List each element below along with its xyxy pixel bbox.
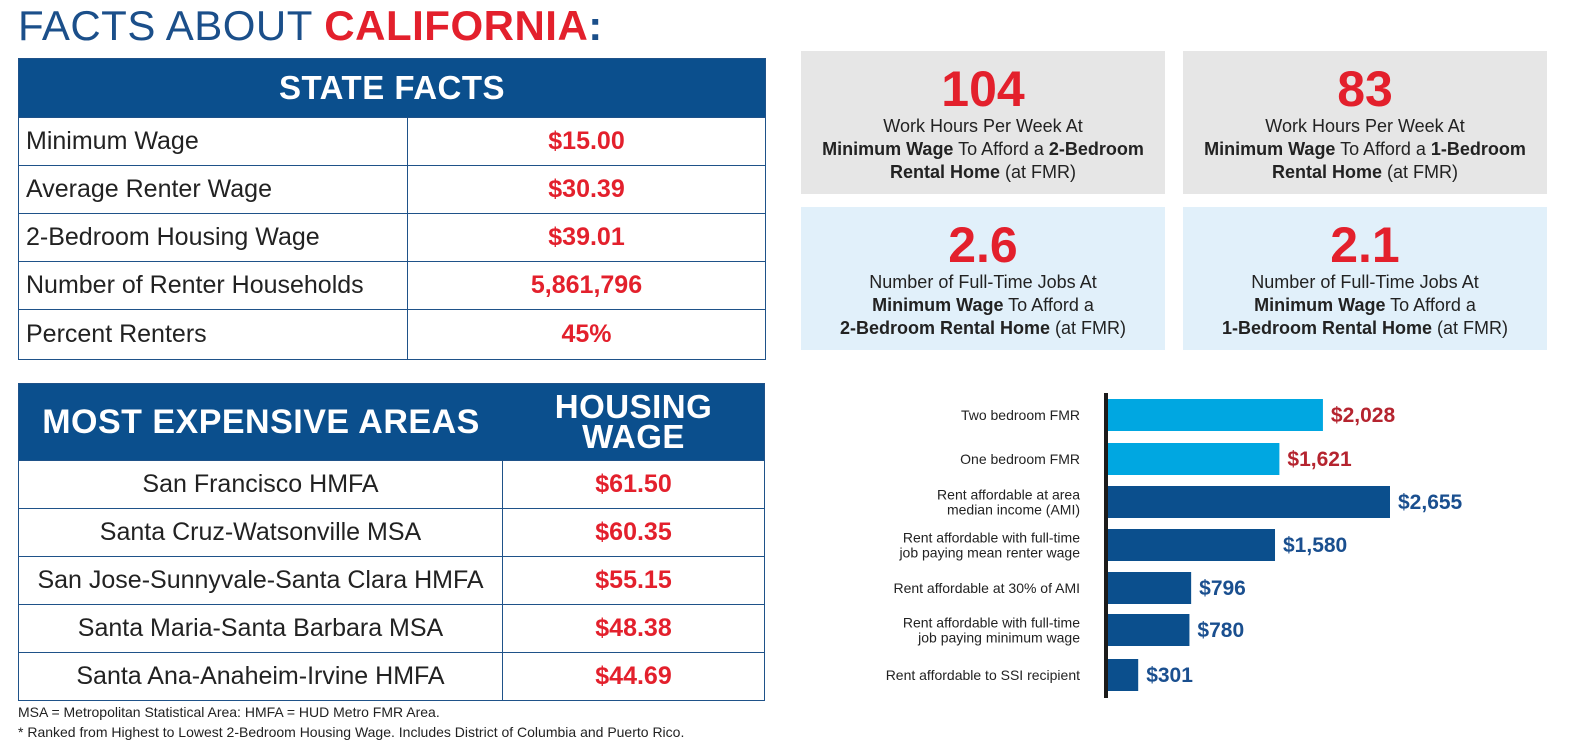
table-row: San Francisco HMFA $61.50	[19, 460, 764, 508]
stat-line-3: 1-Bedroom Rental Home (at FMR)	[1221, 318, 1509, 338]
housing-wage-heading-line1: HOUSING	[554, 388, 713, 425]
row-value: 45%	[561, 320, 612, 348]
chart-bar	[1106, 399, 1323, 431]
title-suffix: :	[588, 2, 603, 49]
rent-comparison-chart: $2,028 Two bedroom FMR $1,621 One bedroom F…	[886, 393, 1463, 698]
area-wage: $48.38	[595, 614, 672, 642]
chart-value-label: $2,028	[1331, 404, 1396, 427]
stat-line-2: Minimum Wage To Afford a 1-Bedroom	[1204, 139, 1526, 159]
stat-line-1: Number of Full-Time Jobs At	[869, 272, 1097, 292]
chart-category-label: One bedroom FMR	[960, 451, 1080, 467]
table-row: Santa Ana-Anaheim-Irvine HMFA $44.69	[19, 652, 764, 700]
table-row: Minimum Wage $15.00	[19, 117, 765, 165]
chart-bar	[1106, 659, 1139, 691]
row-label: Percent Renters	[19, 310, 408, 359]
stat-box-jobs-2br: 2.6 Number of Full-Time Jobs At Minimum …	[801, 207, 1165, 350]
stat-line-2: Minimum Wage To Afford a	[872, 295, 1094, 315]
area-name: San Jose-Sunnyvale-Santa Clara HMFA	[19, 557, 503, 604]
chart-category-label: Rent affordable at 30% of AMI	[893, 580, 1080, 596]
row-value: $15.00	[548, 127, 625, 155]
area-name: San Francisco HMFA	[19, 461, 503, 508]
area-wage: $60.35	[595, 518, 672, 546]
expensive-areas-table: MOST EXPENSIVE AREAS HOUSING WAGE San Fr…	[18, 383, 765, 701]
title-prefix: FACTS ABOUT	[18, 2, 325, 49]
stat-line-1: Work Hours Per Week At	[883, 116, 1083, 136]
housing-wage-heading: HOUSING WAGE	[503, 384, 764, 460]
table-row: Number of Renter Households 5,861,796	[19, 261, 765, 309]
chart-category-label: Rent affordable with full-time	[903, 530, 1080, 546]
housing-wage-heading-line2: WAGE	[582, 418, 685, 455]
state-facts-table: STATE FACTS Minimum Wage $15.00 Average R…	[18, 58, 766, 360]
chart-category-label: Rent affordable at area	[937, 487, 1080, 503]
areas-heading-row: MOST EXPENSIVE AREAS HOUSING WAGE	[19, 384, 764, 460]
stat-box-hours-1br: 83 Work Hours Per Week At Minimum Wage T…	[1183, 51, 1547, 194]
chart-bar	[1106, 529, 1276, 561]
stat-line-2: Minimum Wage To Afford a 2-Bedroom	[822, 139, 1144, 159]
table-row: San Jose-Sunnyvale-Santa Clara HMFA $55.1…	[19, 556, 764, 604]
stat-line-3: Rental Home (at FMR)	[1271, 162, 1459, 182]
table-row: Percent Renters 45%	[19, 309, 765, 359]
area-name: Santa Maria-Santa Barbara MSA	[19, 605, 503, 652]
table-row: 2-Bedroom Housing Wage $39.01	[19, 213, 765, 261]
chart-value-label: $1,621	[1287, 448, 1352, 471]
stat-number: 83	[1337, 61, 1393, 117]
chart-bar	[1106, 443, 1280, 475]
footnote-ranking: * Ranked from Highest to Lowest 2-Bedroo…	[18, 724, 685, 740]
stat-line-1: Number of Full-Time Jobs At	[1251, 272, 1479, 292]
chart-category-label: Rent affordable with full-time	[903, 615, 1080, 631]
chart-category-label: Two bedroom FMR	[961, 407, 1080, 423]
footnote-abbreviations: MSA = Metropolitan Statistical Area: HMF…	[18, 704, 440, 720]
chart-bar	[1106, 572, 1192, 604]
stat-line-1: Work Hours Per Week At	[1265, 116, 1465, 136]
chart-value-label: $2,655	[1398, 491, 1463, 514]
area-wage: $61.50	[595, 470, 672, 498]
chart-bar	[1106, 614, 1190, 646]
chart-category-label: job paying mean renter wage	[898, 545, 1080, 561]
area-wage: $44.69	[595, 662, 672, 690]
chart-value-label: $301	[1146, 664, 1193, 687]
chart-category-label: median income (AMI)	[947, 502, 1080, 518]
stat-number: 104	[941, 61, 1025, 117]
row-value: $30.39	[548, 175, 625, 203]
chart-category-label: job paying minimum wage	[917, 630, 1080, 646]
title-state: CALIFORNIA	[324, 2, 589, 49]
chart-category-label: Rent affordable to SSI recipient	[886, 667, 1080, 683]
stat-line-2: Minimum Wage To Afford a	[1254, 295, 1476, 315]
chart-value-label: $1,580	[1283, 534, 1347, 557]
stat-number: 2.6	[948, 217, 1018, 273]
table-row: Average Renter Wage $30.39	[19, 165, 765, 213]
area-name: Santa Ana-Anaheim-Irvine HMFA	[19, 653, 503, 700]
row-value: 5,861,796	[530, 271, 643, 299]
stat-box-hours-2br: 104 Work Hours Per Week At Minimum Wage …	[801, 51, 1165, 194]
table-row: Santa Cruz-Watsonville MSA $60.35	[19, 508, 764, 556]
areas-heading: MOST EXPENSIVE AREAS	[42, 402, 480, 441]
chart-bar	[1106, 486, 1390, 518]
row-label: Minimum Wage	[19, 118, 408, 165]
stat-box-jobs-1br: 2.1 Number of Full-Time Jobs At Minimum …	[1183, 207, 1547, 350]
row-label: Average Renter Wage	[19, 166, 408, 213]
area-wage: $55.15	[595, 566, 672, 594]
state-facts-heading: STATE FACTS	[19, 59, 765, 117]
chart-value-label: $796	[1199, 577, 1246, 600]
table-row: Santa Maria-Santa Barbara MSA $48.38	[19, 604, 764, 652]
row-value: $39.01	[548, 223, 625, 251]
page-title: FACTS ABOUT CALIFORNIA:	[18, 0, 603, 52]
row-label: 2-Bedroom Housing Wage	[19, 214, 408, 261]
stat-line-3: Rental Home (at FMR)	[889, 162, 1077, 182]
chart-value-label: $780	[1197, 619, 1244, 642]
stat-number: 2.1	[1330, 217, 1400, 273]
stat-line-3: 2-Bedroom Rental Home (at FMR)	[839, 318, 1127, 338]
row-label: Number of Renter Households	[19, 262, 408, 309]
area-name: Santa Cruz-Watsonville MSA	[19, 509, 503, 556]
